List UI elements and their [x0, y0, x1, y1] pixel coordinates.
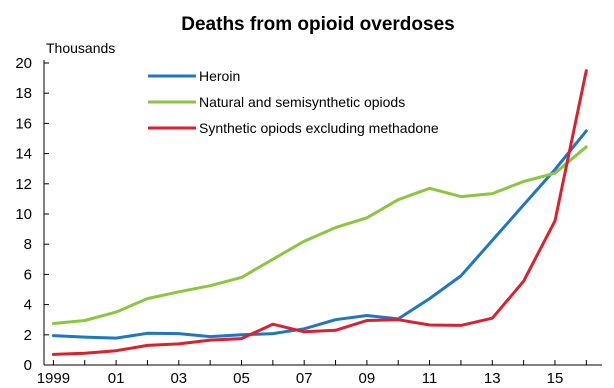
- x-tick-label: 03: [170, 370, 187, 387]
- legend: Heroin Natural and semisynthetic opiods Sy…: [148, 68, 439, 136]
- chart-title: Deaths from opioid overdoses: [181, 14, 454, 35]
- series-line-3: [51, 69, 588, 356]
- y-tick-label: 6: [24, 266, 32, 283]
- y-tick-label: 18: [15, 85, 32, 102]
- x-tick-label: 1999: [37, 370, 70, 387]
- x-tick-label: 05: [233, 370, 250, 387]
- series-layer: [51, 69, 588, 356]
- series-line-1: [51, 129, 588, 340]
- x-tick-label: 09: [359, 370, 376, 387]
- y-tick-label: 20: [15, 55, 32, 72]
- y-tick-label: 14: [15, 146, 32, 163]
- series-line-2: [51, 145, 588, 325]
- x-axis-ticks: 1999 01 03 05 07 09 11 13 15: [37, 360, 587, 387]
- x-tick-label: 11: [422, 370, 438, 387]
- y-unit-label: Thousands: [46, 40, 115, 56]
- y-tick-label: 12: [15, 176, 32, 193]
- y-tick-label: 0: [24, 357, 32, 374]
- y-tick-label: 10: [15, 206, 32, 223]
- legend-label-3: Synthetic opiods excluding methadone: [199, 120, 439, 136]
- x-tick-label: 13: [484, 370, 501, 387]
- y-tick-label: 2: [24, 327, 32, 344]
- legend-label-2: Natural and semisynthetic opiods: [199, 94, 405, 110]
- y-tick-label: 4: [24, 297, 32, 314]
- y-tick-label: 8: [24, 236, 32, 253]
- x-tick-label: 01: [108, 370, 125, 387]
- x-tick-label: 15: [547, 370, 564, 387]
- y-axis-ticks: 0 2 4 6 8 10 12 14 16 18 20: [15, 55, 49, 374]
- x-tick-label: 07: [296, 370, 313, 387]
- legend-label-1: Heroin: [199, 68, 240, 84]
- y-tick-label: 16: [15, 115, 32, 132]
